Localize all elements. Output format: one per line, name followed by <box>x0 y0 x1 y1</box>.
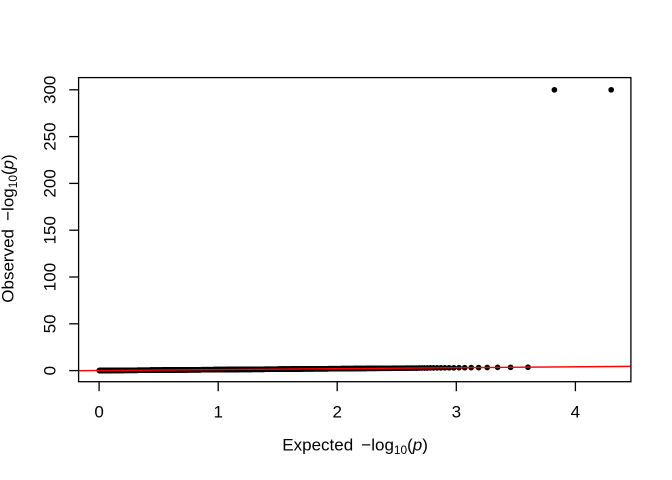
svg-text:0: 0 <box>41 366 60 375</box>
svg-text:300: 300 <box>41 76 60 104</box>
svg-text:250: 250 <box>41 122 60 150</box>
svg-text:2: 2 <box>332 402 341 421</box>
svg-text:50: 50 <box>41 314 60 333</box>
svg-text:100: 100 <box>41 263 60 291</box>
svg-text:Expected −log10(p): Expected −log10(p) <box>282 435 428 457</box>
svg-text:3: 3 <box>452 402 461 421</box>
svg-text:Observed −log10(p): Observed −log10(p) <box>0 154 20 302</box>
svg-text:150: 150 <box>41 216 60 244</box>
svg-text:1: 1 <box>213 402 222 421</box>
svg-text:200: 200 <box>41 169 60 197</box>
svg-text:0: 0 <box>94 402 103 421</box>
svg-text:4: 4 <box>571 402 580 421</box>
